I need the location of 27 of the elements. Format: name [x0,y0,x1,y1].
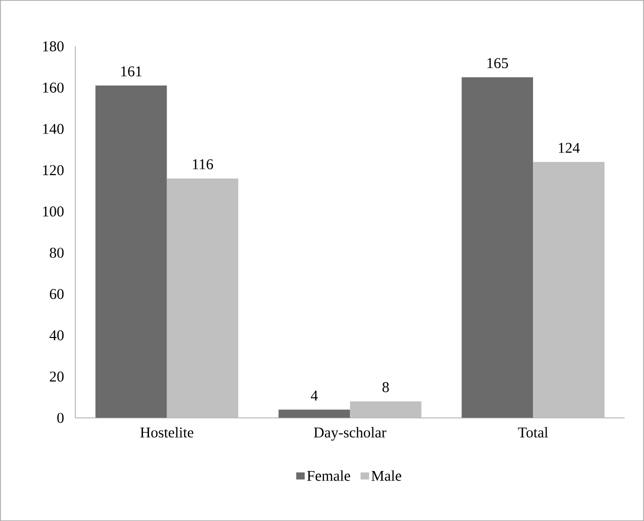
y-tick-label: 180 [43,41,64,52]
y-tick-label: 120 [43,165,64,176]
y-tick-label: 160 [43,82,64,93]
bar [350,401,422,418]
y-tick-label: 140 [43,124,64,134]
bar [278,410,350,418]
y-tick-label: 0 [57,412,64,423]
bar [533,162,604,418]
bar [166,178,238,418]
y-tick-label: 80 [50,248,64,258]
legend-label: Male [371,470,402,481]
data-label: 161 [121,66,142,76]
bar [462,77,534,418]
y-tick-label: 20 [50,371,64,382]
y-tick-label: 100 [43,206,64,216]
legend-label: Female [307,470,350,481]
bar [95,85,167,418]
y-tick-label: 40 [50,330,64,340]
x-tick-label: Day-scholar [314,426,386,441]
data-label: 124 [558,142,580,153]
x-tick-label: Hostelite [140,426,194,438]
data-label: 4 [310,390,318,400]
data-label: 116 [192,159,214,170]
x-tick-label: Total [518,426,548,438]
data-label: 8 [382,382,389,392]
y-tick-label: 60 [50,288,64,299]
data-label: 165 [487,58,508,68]
